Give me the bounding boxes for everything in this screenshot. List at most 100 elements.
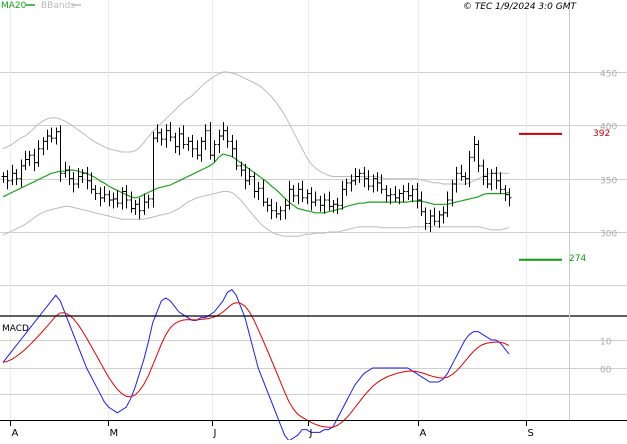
- ohlc-bar: [45, 129, 50, 150]
- ohlc-bar: [265, 197, 270, 212]
- ohlc-bar: [269, 198, 274, 220]
- x-axis-label: M: [110, 428, 119, 439]
- ohlc-bar: [305, 189, 310, 205]
- ohlc-bar: [463, 172, 468, 186]
- ohlc-bar: [107, 190, 112, 207]
- ohlc-bar: [217, 129, 222, 154]
- bb-upper-line: [2, 71, 509, 185]
- ohlc-bar: [397, 189, 402, 205]
- ohlc-bar: [41, 137, 46, 156]
- x-axis-label: A: [12, 428, 19, 439]
- macd-panel-label: MACD: [2, 324, 29, 334]
- ohlc-bar: [331, 200, 336, 213]
- ohlc-bar: [291, 185, 296, 203]
- ohlc-bar: [199, 137, 204, 162]
- ohlc-bar: [419, 191, 424, 216]
- ohlc-bar: [349, 174, 354, 192]
- bollinger-bands: [2, 71, 510, 237]
- ohlc-bar: [102, 186, 107, 203]
- macd-grid: [0, 340, 627, 395]
- ohlc-bar: [379, 174, 384, 194]
- ohlc-bars: [1, 122, 512, 232]
- ohlc-bar: [415, 182, 420, 209]
- ohlc-bar: [36, 140, 41, 167]
- ohlc-bar: [186, 137, 191, 151]
- ohlc-bar: [313, 191, 318, 207]
- signal-series-line: [2, 302, 510, 428]
- ohlc-bar: [239, 161, 244, 177]
- ohlc-bar: [507, 188, 512, 207]
- ohlc-bar: [155, 124, 160, 143]
- ohlc-bar: [212, 140, 217, 162]
- ohlc-bar: [467, 150, 472, 188]
- price-levels: [519, 132, 562, 261]
- ohlc-bar: [344, 178, 349, 196]
- x-axis-label: A: [420, 428, 427, 439]
- ohlc-bar: [76, 168, 81, 189]
- ohlc-bar: [340, 180, 345, 210]
- ohlc-bar: [151, 131, 156, 208]
- ohlc-bar: [384, 185, 389, 203]
- ohlc-bar: [49, 127, 54, 143]
- ohlc-bar: [80, 169, 85, 183]
- ohlc-bar: [309, 187, 314, 211]
- ohlc-bar: [450, 179, 455, 207]
- ohlc-bar: [230, 134, 235, 158]
- ohlc-bar: [173, 132, 178, 154]
- ohlc-bar: [27, 150, 32, 166]
- ohlc-bar: [428, 209, 433, 232]
- macd-tick-label: 10: [600, 338, 612, 348]
- ohlc-bar: [111, 192, 116, 209]
- ohlc-bar: [441, 206, 446, 224]
- ohlc-bar: [476, 140, 481, 173]
- resistance-level-label: 392: [593, 129, 610, 139]
- price-tick-label: 450: [600, 70, 617, 80]
- price-tick-label: 300: [600, 230, 617, 240]
- ohlc-bar: [274, 202, 279, 219]
- ohlc-bar: [247, 168, 252, 186]
- ohlc-bar: [195, 140, 200, 160]
- ohlc-bar: [146, 194, 151, 209]
- ohlc-bar: [327, 191, 332, 211]
- ohlc-bar: [23, 150, 28, 171]
- price-axis-ticks: 450 400 350 300: [600, 70, 617, 240]
- ohlc-bar: [129, 191, 134, 213]
- ohlc-bar: [423, 207, 428, 230]
- ohlc-bar: [459, 164, 464, 181]
- ohlc-bar: [10, 164, 15, 186]
- ohlc-bar: [362, 166, 367, 188]
- ohlc-bar: [366, 170, 371, 191]
- ohlc-bar: [181, 125, 186, 149]
- ohlc-bar: [296, 182, 301, 205]
- legend-ma-label: MA20: [1, 1, 27, 11]
- ohlc-bar: [203, 124, 208, 150]
- macd-tick-label: 00: [600, 366, 612, 376]
- bb-lower-line: [2, 191, 510, 237]
- x-axis-label: J: [213, 428, 217, 439]
- ohlc-bar: [432, 207, 437, 226]
- ohlc-bar: [472, 136, 477, 162]
- ohlc-bar: [159, 128, 164, 146]
- ohlc-bar: [63, 161, 68, 178]
- ohlc-bar: [375, 172, 380, 192]
- ohlc-bar: [164, 124, 169, 148]
- ohlc-bar: [243, 163, 248, 190]
- ohlc-bar: [190, 134, 195, 158]
- ohlc-bar: [1, 172, 6, 183]
- ohlc-bar: [300, 180, 305, 203]
- ohlc-bar: [401, 185, 406, 203]
- ohlc-bar: [287, 180, 292, 210]
- ohlc-bar: [120, 187, 125, 210]
- ohlc-bar: [388, 188, 393, 205]
- ohlc-bar: [283, 198, 288, 220]
- legend-bb-label: BBands: [41, 1, 75, 11]
- ohlc-bar: [225, 126, 230, 148]
- ohlc-bar: [133, 200, 138, 215]
- ohlc-bar: [221, 122, 226, 141]
- ohlc-bar: [208, 122, 213, 160]
- support-level-label: 274: [569, 254, 586, 264]
- ohlc-bar: [32, 148, 37, 172]
- ohlc-bar: [252, 172, 257, 198]
